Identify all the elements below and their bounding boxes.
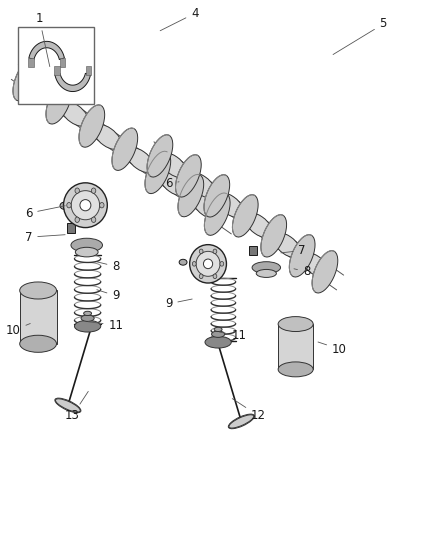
Circle shape bbox=[92, 188, 96, 193]
Ellipse shape bbox=[214, 327, 222, 332]
Ellipse shape bbox=[273, 232, 301, 258]
Ellipse shape bbox=[187, 173, 216, 198]
Ellipse shape bbox=[205, 193, 230, 236]
Text: 4: 4 bbox=[160, 7, 199, 31]
Bar bbox=[20, 290, 57, 344]
Ellipse shape bbox=[312, 251, 338, 293]
Text: 7: 7 bbox=[281, 244, 306, 257]
Text: 6: 6 bbox=[25, 206, 65, 220]
Text: 1: 1 bbox=[35, 12, 50, 67]
Text: 10: 10 bbox=[6, 324, 30, 337]
Text: 8: 8 bbox=[97, 260, 120, 273]
Ellipse shape bbox=[196, 252, 220, 276]
Text: 9: 9 bbox=[97, 289, 120, 302]
Bar bbox=[249, 246, 257, 255]
Polygon shape bbox=[29, 42, 64, 60]
Ellipse shape bbox=[79, 105, 105, 147]
Ellipse shape bbox=[244, 213, 273, 238]
Ellipse shape bbox=[74, 320, 101, 332]
Ellipse shape bbox=[278, 317, 313, 332]
Ellipse shape bbox=[233, 195, 258, 237]
Ellipse shape bbox=[145, 151, 171, 193]
Circle shape bbox=[213, 274, 217, 279]
Ellipse shape bbox=[112, 128, 138, 171]
Circle shape bbox=[213, 249, 217, 254]
Ellipse shape bbox=[64, 183, 107, 228]
Ellipse shape bbox=[229, 415, 254, 428]
Text: 8: 8 bbox=[294, 265, 310, 278]
Circle shape bbox=[67, 203, 71, 208]
Circle shape bbox=[75, 217, 79, 222]
Ellipse shape bbox=[261, 215, 286, 257]
Ellipse shape bbox=[20, 282, 57, 299]
Ellipse shape bbox=[93, 124, 121, 149]
Ellipse shape bbox=[301, 253, 330, 278]
Bar bbox=[86, 66, 91, 75]
Bar bbox=[54, 66, 60, 75]
Text: 12: 12 bbox=[232, 399, 266, 422]
Ellipse shape bbox=[159, 152, 187, 178]
Ellipse shape bbox=[178, 174, 204, 217]
Bar bbox=[278, 324, 313, 369]
Text: 6: 6 bbox=[165, 177, 179, 190]
Ellipse shape bbox=[75, 247, 98, 257]
Ellipse shape bbox=[290, 235, 315, 277]
Bar bbox=[18, 27, 94, 104]
Ellipse shape bbox=[80, 199, 91, 211]
Ellipse shape bbox=[205, 336, 231, 348]
Bar bbox=[60, 58, 65, 67]
Ellipse shape bbox=[126, 148, 155, 173]
Ellipse shape bbox=[176, 155, 201, 197]
Ellipse shape bbox=[192, 194, 220, 219]
Ellipse shape bbox=[216, 192, 244, 218]
Ellipse shape bbox=[84, 311, 92, 316]
Circle shape bbox=[192, 262, 196, 266]
Ellipse shape bbox=[56, 399, 80, 412]
Ellipse shape bbox=[190, 245, 226, 283]
Text: 11: 11 bbox=[88, 319, 124, 332]
Text: 10: 10 bbox=[318, 342, 347, 356]
Circle shape bbox=[199, 274, 203, 279]
Polygon shape bbox=[55, 74, 91, 92]
Bar bbox=[67, 223, 75, 233]
Ellipse shape bbox=[27, 78, 56, 103]
Ellipse shape bbox=[212, 331, 225, 337]
Bar bbox=[28, 58, 34, 67]
Ellipse shape bbox=[71, 238, 102, 252]
Circle shape bbox=[99, 203, 104, 208]
Circle shape bbox=[92, 217, 96, 222]
Ellipse shape bbox=[159, 171, 187, 196]
Ellipse shape bbox=[20, 335, 57, 352]
Ellipse shape bbox=[46, 82, 72, 124]
Ellipse shape bbox=[256, 270, 276, 278]
Ellipse shape bbox=[179, 259, 187, 265]
Ellipse shape bbox=[203, 259, 212, 269]
Text: 7: 7 bbox=[25, 231, 65, 244]
Circle shape bbox=[75, 188, 79, 193]
Text: 13: 13 bbox=[65, 391, 88, 422]
Ellipse shape bbox=[204, 175, 230, 217]
Text: 5: 5 bbox=[333, 18, 387, 54]
Ellipse shape bbox=[60, 101, 88, 126]
Ellipse shape bbox=[278, 362, 313, 377]
Circle shape bbox=[199, 249, 203, 254]
Circle shape bbox=[220, 262, 224, 266]
Ellipse shape bbox=[147, 135, 173, 177]
Ellipse shape bbox=[60, 202, 70, 209]
Text: 9: 9 bbox=[165, 297, 192, 310]
Ellipse shape bbox=[71, 191, 99, 220]
Ellipse shape bbox=[13, 59, 39, 101]
Text: 11: 11 bbox=[219, 329, 246, 342]
Ellipse shape bbox=[81, 315, 94, 321]
Ellipse shape bbox=[252, 262, 280, 273]
